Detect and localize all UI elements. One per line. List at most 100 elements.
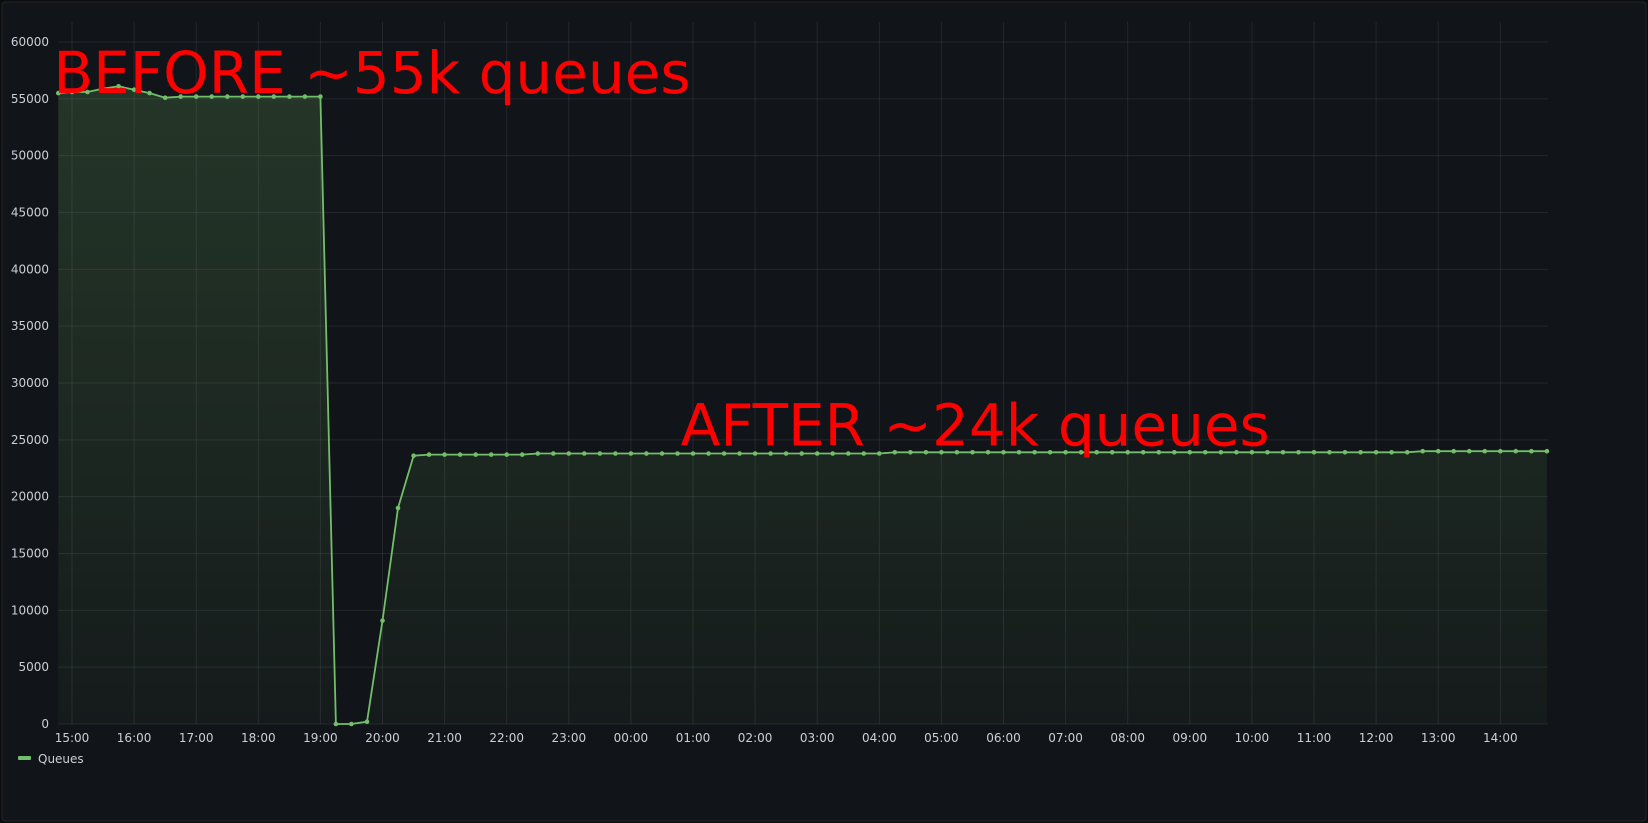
data-point <box>395 505 401 511</box>
y-tick-label: 10000 <box>11 603 49 617</box>
data-point <box>1094 450 1099 455</box>
data-point <box>892 450 898 455</box>
data-point <box>846 451 851 456</box>
data-point <box>690 451 696 456</box>
data-point <box>178 94 183 99</box>
y-tick-label: 20000 <box>11 490 49 504</box>
data-point <box>939 450 944 455</box>
data-point <box>954 450 960 455</box>
data-point <box>240 94 246 99</box>
data-point <box>659 451 665 456</box>
data-point <box>970 450 975 455</box>
series-area-fill <box>58 86 1547 725</box>
data-point <box>193 94 199 99</box>
data-point <box>1109 450 1115 455</box>
data-point <box>85 89 90 95</box>
data-point <box>1529 448 1534 454</box>
x-tick-label: 03:00 <box>800 731 835 745</box>
data-point <box>442 452 447 457</box>
data-point <box>1435 448 1441 454</box>
data-point <box>1265 450 1270 455</box>
data-point <box>783 451 789 456</box>
data-point <box>1187 450 1193 455</box>
data-point <box>768 451 773 456</box>
x-tick-label: 12:00 <box>1359 731 1394 745</box>
data-point <box>318 94 323 99</box>
annotation-text: AFTER ~24k queues <box>681 392 1270 460</box>
data-point <box>1482 448 1488 454</box>
x-tick-label: 04:00 <box>862 731 897 745</box>
data-point <box>519 452 525 457</box>
data-point <box>504 452 510 457</box>
data-point <box>287 94 292 99</box>
data-point <box>861 451 867 456</box>
data-point <box>535 451 541 456</box>
x-tick-label: 17:00 <box>179 731 214 745</box>
data-point <box>1203 450 1208 455</box>
x-tick-label: 20:00 <box>365 731 400 745</box>
y-tick-label: 35000 <box>11 319 49 333</box>
data-point <box>488 452 494 457</box>
data-point <box>706 451 711 456</box>
data-point <box>1296 450 1301 455</box>
data-point <box>225 94 230 99</box>
data-point <box>1001 450 1006 455</box>
data-point <box>1389 450 1394 455</box>
data-point <box>582 451 587 456</box>
x-tick-label: 19:00 <box>303 731 338 745</box>
series-points <box>56 84 1550 727</box>
data-point <box>1032 450 1037 455</box>
x-tick-label: 18:00 <box>241 731 276 745</box>
data-point <box>1373 450 1379 455</box>
data-point <box>364 719 370 724</box>
data-point <box>799 451 804 456</box>
data-point <box>426 452 432 457</box>
data-point <box>908 450 913 455</box>
x-tick-label: 10:00 <box>1235 731 1270 745</box>
y-tick-label: 60000 <box>11 35 49 49</box>
data-point <box>1047 450 1053 455</box>
data-point <box>147 90 152 96</box>
data-point <box>302 94 308 99</box>
annotation-text: BEFORE ~55k queues <box>53 39 690 107</box>
legend-swatch <box>18 756 31 760</box>
legend[interactable]: Queues <box>18 752 84 766</box>
legend-label[interactable]: Queues <box>38 752 84 766</box>
data-point <box>271 94 277 99</box>
x-tick-label: 16:00 <box>117 731 152 745</box>
y-tick-label: 15000 <box>11 547 49 561</box>
y-tick-label: 50000 <box>11 149 49 163</box>
data-point <box>1078 450 1084 455</box>
x-tick-label: 02:00 <box>738 731 773 745</box>
x-tick-label: 13:00 <box>1421 731 1456 745</box>
x-tick-label: 22:00 <box>489 731 524 745</box>
y-tick-label: 45000 <box>11 206 49 220</box>
data-point <box>752 451 758 456</box>
data-point <box>1513 448 1519 454</box>
x-tick-label: 01:00 <box>676 731 711 745</box>
data-point <box>1280 450 1286 455</box>
y-tick-label: 25000 <box>11 433 49 447</box>
data-point <box>1451 448 1456 454</box>
data-point <box>131 87 137 92</box>
x-tick-label: 21:00 <box>427 731 462 745</box>
x-tick-label: 15:00 <box>55 731 90 745</box>
data-point <box>333 721 339 727</box>
x-tick-label: 14:00 <box>1483 731 1518 745</box>
x-tick-label: 11:00 <box>1297 731 1332 745</box>
data-point <box>1467 448 1472 454</box>
data-point <box>1125 450 1130 455</box>
x-tick-label: 06:00 <box>986 731 1021 745</box>
y-tick-label: 30000 <box>11 376 49 390</box>
data-point <box>985 450 991 455</box>
data-point <box>814 451 820 456</box>
data-point <box>56 90 61 96</box>
data-point <box>1311 450 1317 455</box>
data-point <box>116 84 121 89</box>
data-point <box>628 451 634 456</box>
data-point <box>1156 450 1162 455</box>
series-area <box>58 86 1547 725</box>
y-tick-label: 5000 <box>18 660 49 674</box>
